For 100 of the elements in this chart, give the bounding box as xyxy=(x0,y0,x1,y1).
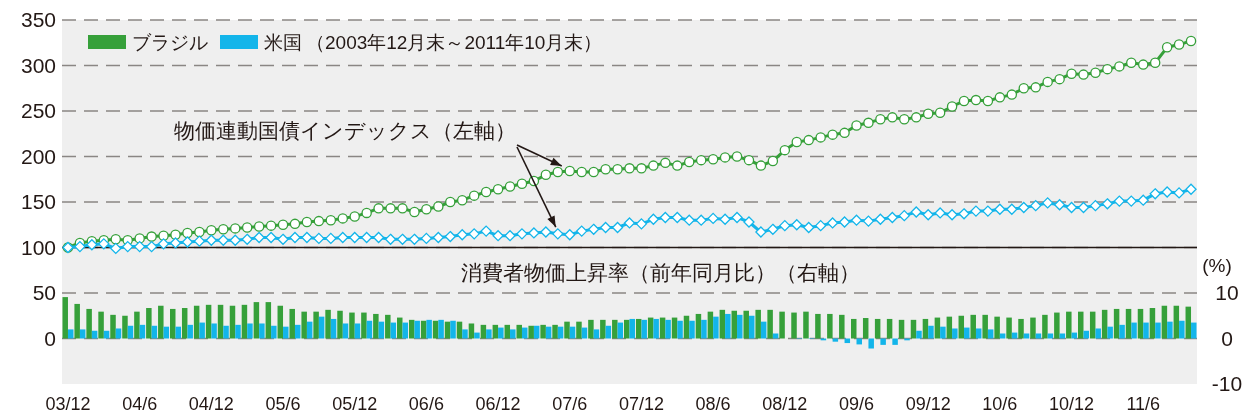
bar xyxy=(277,305,284,339)
bar xyxy=(569,326,576,339)
bar xyxy=(361,312,367,339)
bar xyxy=(349,312,355,339)
bar xyxy=(928,325,934,339)
bar xyxy=(922,318,929,339)
bar xyxy=(354,323,361,339)
bar xyxy=(163,326,170,339)
annotation: （2003年12月末～2011年10月末） xyxy=(306,32,603,53)
bar xyxy=(373,313,379,339)
bar xyxy=(91,330,98,339)
y2-axis-title: (%) xyxy=(1202,254,1232,276)
bar xyxy=(1071,332,1078,339)
bar xyxy=(1066,311,1072,339)
bar xyxy=(510,329,516,339)
bar xyxy=(839,314,845,339)
bar xyxy=(110,314,116,339)
bar xyxy=(557,326,564,339)
bar xyxy=(146,308,152,339)
bar xyxy=(653,318,659,339)
bar xyxy=(86,308,92,339)
bar xyxy=(600,319,606,339)
bar xyxy=(1047,333,1054,339)
bar xyxy=(450,320,456,339)
bar xyxy=(1023,333,1030,339)
bar xyxy=(1006,317,1012,339)
bar xyxy=(910,319,917,339)
bar xyxy=(217,304,224,339)
bar xyxy=(665,319,671,339)
bar xyxy=(444,321,451,339)
bar xyxy=(772,333,779,339)
bar xyxy=(414,320,420,339)
bar xyxy=(1149,308,1156,339)
x-tick-label: 09/6 xyxy=(838,394,875,414)
bar xyxy=(1042,314,1048,339)
bar xyxy=(253,302,260,339)
x-tick-label: 07/12 xyxy=(618,394,664,414)
bar xyxy=(779,311,785,339)
bar xyxy=(187,324,193,339)
bar xyxy=(898,319,905,339)
bar xyxy=(1030,317,1036,339)
bar xyxy=(170,308,176,339)
bar xyxy=(528,325,534,339)
y-tick-label: 350 xyxy=(20,8,56,31)
bar xyxy=(385,314,391,339)
bar xyxy=(731,310,738,339)
bar xyxy=(521,327,528,339)
annotation: 物価連動国債インデックス（左軸） xyxy=(174,119,516,142)
bar xyxy=(1155,322,1161,339)
bar xyxy=(659,317,666,339)
bar xyxy=(397,317,403,339)
bar xyxy=(713,316,719,339)
bar xyxy=(337,310,343,339)
bar xyxy=(306,321,313,339)
bar xyxy=(62,297,68,339)
bar xyxy=(892,338,898,345)
bar xyxy=(737,314,743,339)
bar xyxy=(516,324,522,339)
bar xyxy=(265,302,272,339)
bar xyxy=(175,326,181,339)
bar xyxy=(707,311,714,339)
bar xyxy=(803,311,809,339)
x-tick-label: 08/12 xyxy=(762,394,808,414)
bar xyxy=(205,304,212,339)
bar xyxy=(683,315,690,339)
bar xyxy=(390,322,397,339)
bar xyxy=(301,311,307,339)
bar xyxy=(1035,333,1042,339)
bar xyxy=(1173,305,1180,339)
bar xyxy=(1119,324,1125,339)
bar xyxy=(325,309,331,339)
bar xyxy=(635,318,642,339)
bar xyxy=(158,305,164,339)
bar xyxy=(67,329,74,339)
bar xyxy=(115,328,122,339)
y-tick-label: 200 xyxy=(20,144,56,168)
bar xyxy=(827,313,833,339)
x-tick-label: 10/6 xyxy=(982,394,1018,414)
bar xyxy=(259,323,265,339)
bar xyxy=(318,316,325,339)
bar xyxy=(540,324,546,339)
bar xyxy=(701,319,707,339)
bar xyxy=(294,324,301,339)
bar xyxy=(1161,305,1168,339)
bar xyxy=(886,318,893,339)
bar xyxy=(271,325,277,339)
bar xyxy=(408,319,415,339)
bar xyxy=(474,332,480,339)
bar xyxy=(1095,328,1101,339)
legend-label: ブラジル xyxy=(132,32,208,53)
bar xyxy=(755,309,761,339)
bar xyxy=(127,325,134,339)
bar xyxy=(151,325,158,339)
y-tick-label: 250 xyxy=(20,99,56,122)
y-tick-label: 150 xyxy=(20,190,56,213)
bar xyxy=(211,323,217,339)
bar xyxy=(420,320,427,339)
bar xyxy=(970,314,976,339)
bar xyxy=(504,324,511,339)
x-tick-label: 04/12 xyxy=(188,394,234,414)
